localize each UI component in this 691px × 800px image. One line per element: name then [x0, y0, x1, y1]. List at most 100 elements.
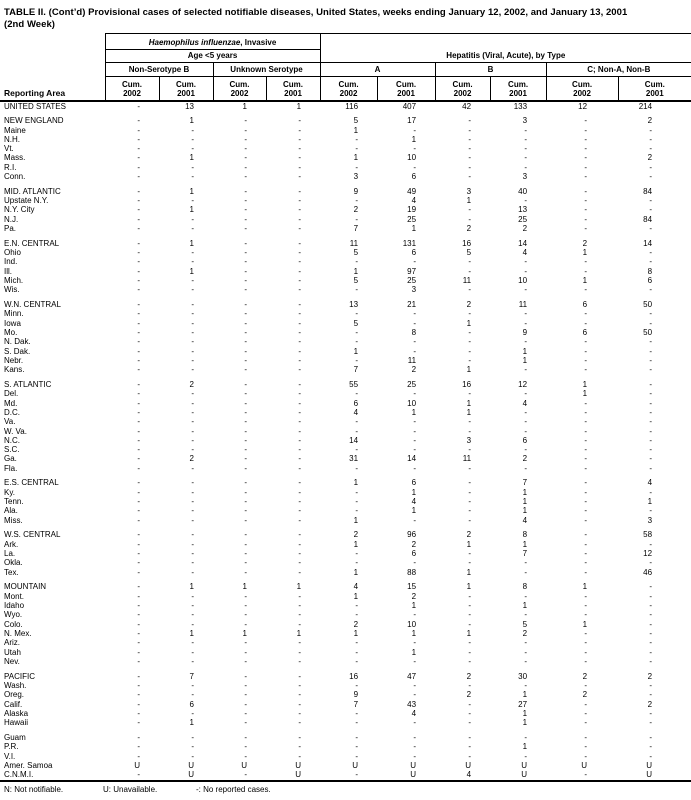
cell-value: 1 [353, 567, 359, 577]
cell-value: 96 [407, 530, 417, 540]
cell-value: 1 [522, 497, 528, 507]
cell-value: - [137, 214, 140, 224]
cell-value: - [524, 732, 528, 742]
table-title-line1: TABLE II. (Cont’d) Provisional cases of … [4, 7, 628, 18]
cell-value: - [649, 718, 653, 728]
age-group-header: Age <5 years [104, 49, 321, 63]
cell-value: - [413, 417, 417, 427]
cell-value: 4 [411, 196, 417, 206]
cell-value: - [649, 365, 653, 375]
cell-value: 3 [647, 515, 653, 525]
cell-value: - [137, 680, 140, 690]
cell-value: - [649, 134, 653, 144]
cell-value: 1 [189, 628, 194, 638]
cell-value: 1 [353, 515, 359, 525]
cell-value: 7 [522, 478, 528, 488]
cell-value: 1 [582, 619, 588, 629]
cell-value: - [244, 134, 247, 144]
cell-value: 1 [582, 248, 588, 258]
cell-value: - [584, 285, 588, 295]
footer-rule [0, 780, 691, 783]
col-header-cum-4: Cum. 2001 [265, 76, 321, 102]
cell-value: 4 [353, 407, 359, 417]
header-row-subgroups: Non-Serotype B Unknown Serotype A B C; N… [0, 62, 691, 77]
cell-value: 1 [353, 125, 359, 135]
cell-value: 40 [518, 186, 528, 196]
table-row: Fla. - - - - - - - - - - [0, 464, 691, 473]
row-label: Vt. [4, 144, 14, 154]
col-header-cum-9: Cum. 2002 [545, 76, 619, 102]
table-row: W.N. CENTRAL - - - - 13 21 2 11 6 50 [0, 300, 691, 309]
cell-value: - [413, 680, 417, 690]
row-label: N.C. [4, 435, 20, 445]
cell-value: - [137, 530, 140, 540]
cell-value: - [468, 214, 472, 224]
cell-value: - [298, 732, 302, 742]
row-label: Mass. [4, 153, 26, 163]
table-row: D.C. - - - - 4 1 1 - - - [0, 408, 691, 417]
cell-value: - [137, 398, 140, 408]
cell-value: - [137, 435, 140, 445]
cell-value: - [355, 601, 359, 611]
cell-value: 1 [353, 266, 359, 276]
cell-value: 1 [647, 497, 653, 507]
cell-value: - [298, 671, 302, 681]
cell-value: - [137, 238, 140, 248]
cell-value: 21 [407, 300, 417, 310]
table-row: Tex. - - - - 1 88 1 - - 46 [0, 568, 691, 577]
cell-value: - [413, 435, 417, 445]
col-header-cum-2: Cum. 2001 [158, 76, 213, 102]
cell-value: - [584, 407, 588, 417]
cell-value: 1 [522, 690, 528, 700]
cell-value: 1 [582, 389, 588, 399]
cell-value: - [649, 732, 653, 742]
table-row: La. - - - - - 6 - 7 - 12 [0, 549, 691, 558]
cell-value: - [524, 162, 528, 172]
cell-value: - [524, 337, 528, 347]
cell-value: - [584, 417, 588, 427]
cell-value: - [244, 497, 247, 507]
table-row: Ariz. - - - - - - - - - - [0, 638, 691, 647]
cell-value: 1 [466, 582, 472, 592]
cell-value: - [298, 445, 302, 455]
cell-value: - [649, 558, 653, 568]
cell-value: - [584, 601, 588, 611]
cell-value: - [468, 497, 472, 507]
row-label: Colo. [4, 619, 23, 629]
cell-value: 1 [242, 582, 247, 592]
table-row: N.H. - - - - - 1 - - - - [0, 135, 691, 144]
cell-value: - [413, 162, 417, 172]
row-label: Mo. [4, 328, 18, 338]
cell-value: 1 [411, 134, 417, 144]
cell-value: 1 [582, 380, 588, 390]
row-label: D.C. [4, 407, 20, 417]
cell-value: - [413, 732, 417, 742]
cell-value: 5 [466, 248, 472, 258]
cell-value: - [137, 549, 140, 559]
cell-value: 13 [518, 205, 528, 215]
cell-value: - [584, 346, 588, 356]
row-label: S.C. [4, 445, 20, 455]
cell-value: 7 [189, 671, 194, 681]
cell-value: - [584, 309, 588, 319]
cell-value: - [468, 656, 472, 666]
cell-value: - [244, 196, 247, 206]
col-header-cum-5: Cum. 2002 [319, 76, 378, 102]
cell-value: - [244, 398, 247, 408]
cell-value: - [584, 610, 588, 620]
cell-value: - [524, 426, 528, 436]
row-label: Utah [4, 647, 21, 657]
cell-value: - [137, 699, 140, 709]
cell-value: 1 [296, 628, 302, 638]
cell-value: - [137, 172, 140, 182]
cell-value: - [244, 346, 247, 356]
cell-value: - [298, 172, 302, 182]
cell-value: - [649, 407, 653, 417]
row-label: Md. [4, 398, 18, 408]
table-row: Guam - - - - - - - - - - [0, 733, 691, 742]
cell-value: - [524, 680, 528, 690]
cell-value: 25 [518, 214, 528, 224]
cell-value: 1 [522, 742, 528, 752]
cell-value: 47 [407, 671, 417, 681]
table-row: Calif. - 6 - - 7 43 - 27 - 2 [0, 700, 691, 709]
